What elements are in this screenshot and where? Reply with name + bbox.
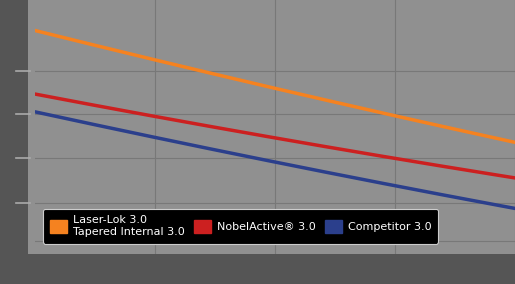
Legend: Laser-Lok 3.0
Tapered Internal 3.0, NobelActive® 3.0, Competitor 3.0: Laser-Lok 3.0 Tapered Internal 3.0, Nobe… — [43, 209, 438, 244]
